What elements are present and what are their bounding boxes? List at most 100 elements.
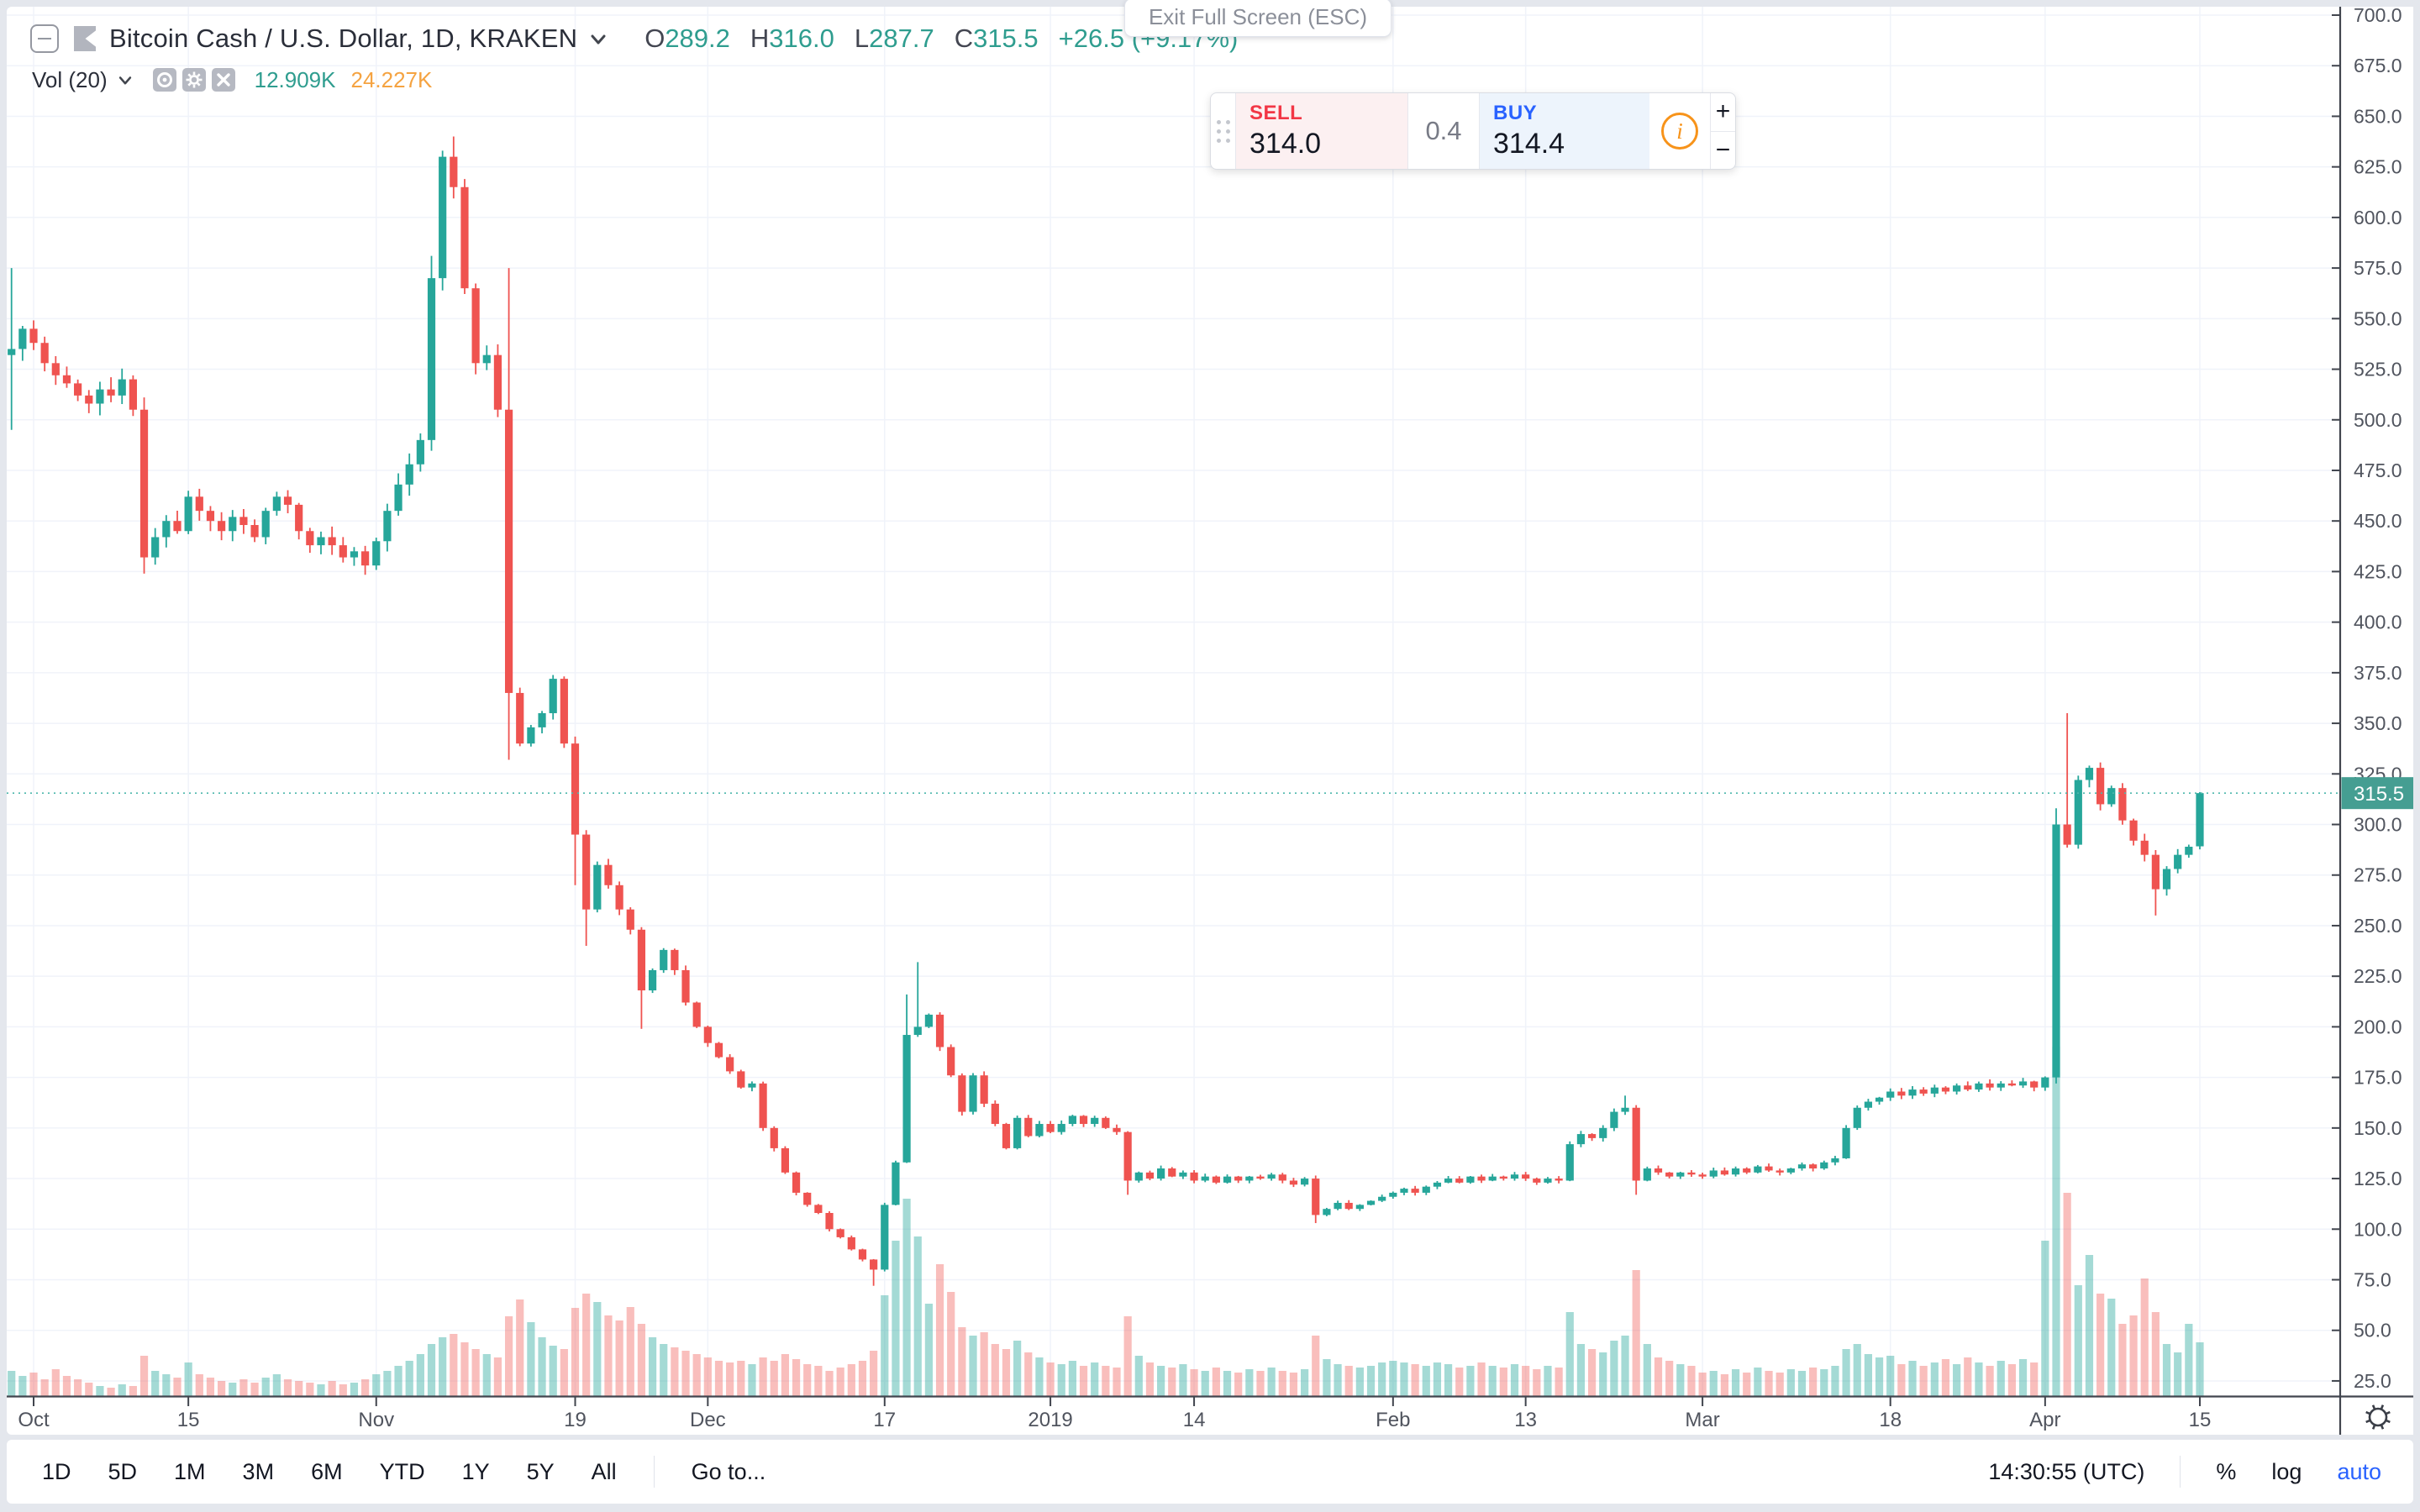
volume-bar bbox=[1853, 1344, 1861, 1396]
sell-button[interactable]: SELL 314.0 bbox=[1236, 93, 1407, 169]
volume-bar bbox=[1091, 1362, 1099, 1396]
candle-body bbox=[1245, 1176, 1254, 1181]
order-info-button[interactable]: i bbox=[1649, 93, 1710, 169]
decrease-quantity-button[interactable]: − bbox=[1715, 135, 1731, 164]
volume-bar bbox=[239, 1379, 248, 1396]
chevron-down-icon[interactable] bbox=[116, 71, 134, 89]
price-tick-label: 525.0 bbox=[2354, 359, 2402, 381]
candle-body bbox=[1256, 1176, 1265, 1179]
candle-body bbox=[184, 496, 192, 532]
volume-bar bbox=[604, 1315, 613, 1396]
range-button-ytd[interactable]: YTD bbox=[379, 1458, 425, 1484]
buy-button[interactable]: BUY 314.4 bbox=[1480, 93, 1649, 169]
exit-fullscreen-tooltip: Exit Full Screen (ESC) bbox=[1124, 0, 1392, 37]
candle-body bbox=[1378, 1196, 1386, 1201]
volume-bar bbox=[2063, 1193, 2071, 1396]
volume-bar bbox=[1953, 1364, 1961, 1396]
volume-bar bbox=[360, 1379, 370, 1396]
volume-bar bbox=[571, 1308, 580, 1396]
auto-scale-button[interactable]: auto bbox=[2337, 1458, 2381, 1484]
volume-bar bbox=[1720, 1374, 1729, 1396]
candle-body bbox=[1024, 1117, 1033, 1137]
volume-bar bbox=[1102, 1366, 1110, 1396]
last-price-badge-label: 315.5 bbox=[2354, 783, 2404, 806]
volume-bar bbox=[1499, 1368, 1507, 1396]
range-button-all[interactable]: All bbox=[591, 1458, 617, 1484]
price-tick-label: 125.0 bbox=[2354, 1168, 2402, 1189]
indicator-visibility-button[interactable] bbox=[152, 68, 176, 92]
volume-bar bbox=[1930, 1362, 1939, 1396]
volume-bar bbox=[162, 1374, 171, 1396]
price-axis[interactable]: 700.0 675.0 650.0 625.0 600.0 575.0 550.0 525.0… bbox=[2332, 7, 2402, 1392]
volume-bar bbox=[1776, 1373, 1784, 1396]
range-button-1y[interactable]: 1Y bbox=[461, 1458, 490, 1484]
volume-bar bbox=[1820, 1369, 1828, 1396]
volume-bar bbox=[1378, 1362, 1386, 1396]
candle-body bbox=[139, 409, 149, 558]
symbol-row: Bitcoin Cash / U.S. Dollar, 1D, KRAKEN O… bbox=[30, 20, 1238, 57]
spread-value: 0.4 bbox=[1407, 93, 1480, 169]
candle-body bbox=[560, 679, 568, 744]
volume-bar bbox=[1057, 1364, 1065, 1396]
circle-dot-icon bbox=[156, 72, 172, 87]
candle-body bbox=[1102, 1117, 1110, 1128]
volume-bar bbox=[2030, 1362, 2039, 1396]
gear-icon bbox=[2368, 1407, 2388, 1427]
volume-bar bbox=[62, 1376, 71, 1396]
candle-body bbox=[1820, 1162, 1828, 1169]
drag-handle[interactable] bbox=[1211, 93, 1236, 169]
indicator-settings-button[interactable] bbox=[182, 68, 206, 92]
percent-scale-button[interactable]: % bbox=[2216, 1458, 2237, 1484]
chart-panel: 700.0 675.0 650.0 625.0 600.0 575.0 550.0 525.0… bbox=[7, 0, 2413, 1435]
volume-bar bbox=[2007, 1364, 2016, 1396]
candles bbox=[8, 136, 2204, 1286]
candlestick-chart[interactable]: 700.0 675.0 650.0 625.0 600.0 575.0 550.0 525.0… bbox=[7, 7, 2413, 1435]
range-button-3m[interactable]: 3M bbox=[242, 1458, 275, 1484]
indicator-remove-button[interactable] bbox=[211, 68, 235, 92]
range-button-5y[interactable]: 5Y bbox=[526, 1458, 555, 1484]
symbol-title[interactable]: Bitcoin Cash / U.S. Dollar, 1D, KRAKEN bbox=[109, 24, 578, 53]
candle-body bbox=[2174, 854, 2182, 869]
volume-bar bbox=[206, 1378, 215, 1396]
price-tick-label: 700.0 bbox=[2354, 7, 2402, 26]
range-button-1m[interactable]: 1M bbox=[174, 1458, 206, 1484]
candle-body bbox=[648, 969, 657, 991]
volume-bar bbox=[317, 1384, 325, 1396]
candle-body bbox=[1533, 1179, 1541, 1183]
candle-body bbox=[2140, 840, 2149, 855]
price-tick-label: 350.0 bbox=[2354, 712, 2402, 734]
candle-body bbox=[1366, 1200, 1376, 1205]
time-axis[interactable]: Oct 15 Nov 19 Dec 17 2019 14 Feb 13 Mar 18 Apr 15 bbox=[18, 1396, 2211, 1431]
range-button-1d[interactable]: 1D bbox=[42, 1458, 71, 1484]
volume-bar bbox=[1986, 1366, 1994, 1396]
volume-bar bbox=[2129, 1315, 2138, 1396]
volume-bar bbox=[29, 1373, 38, 1396]
candle-body bbox=[2107, 788, 2116, 805]
goto-button[interactable]: Go to... bbox=[691, 1458, 766, 1484]
candle-body bbox=[1654, 1168, 1663, 1173]
log-scale-button[interactable]: log bbox=[2271, 1458, 2302, 1484]
candle-body bbox=[328, 537, 336, 546]
candle-body bbox=[1123, 1131, 1132, 1181]
axis-settings-button[interactable] bbox=[2365, 1404, 2391, 1430]
candle-body bbox=[51, 363, 60, 375]
candle-body bbox=[1864, 1101, 1873, 1108]
candle-body bbox=[913, 1026, 922, 1036]
candle-body bbox=[1488, 1176, 1497, 1181]
time-tick-label: 15 bbox=[177, 1409, 200, 1431]
range-button-5d[interactable]: 5D bbox=[108, 1458, 138, 1484]
increase-quantity-button[interactable]: + bbox=[1711, 93, 1735, 132]
indicator-label[interactable]: Vol (20) bbox=[32, 66, 108, 92]
price-axis-background[interactable] bbox=[2340, 7, 2413, 1435]
range-button-6m[interactable]: 6M bbox=[311, 1458, 343, 1484]
volume-bar bbox=[681, 1351, 690, 1396]
candle-body bbox=[582, 834, 591, 910]
collapse-button[interactable] bbox=[30, 24, 59, 53]
candle-body bbox=[1355, 1205, 1364, 1210]
volume-bar bbox=[2140, 1278, 2149, 1396]
sell-label: SELL bbox=[1249, 102, 1303, 124]
chevron-down-icon[interactable] bbox=[587, 28, 609, 50]
volume-bar bbox=[892, 1241, 900, 1396]
candle-body bbox=[360, 551, 370, 566]
candle-body bbox=[2085, 768, 2094, 780]
